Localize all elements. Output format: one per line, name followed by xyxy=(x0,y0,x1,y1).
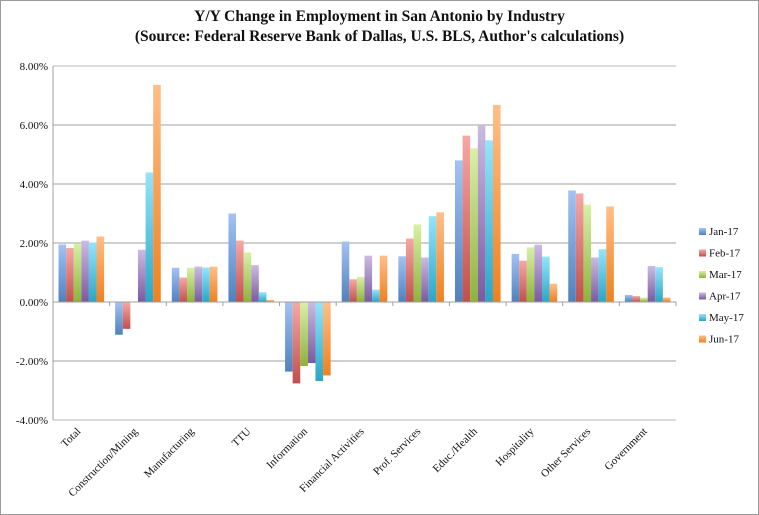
legend-swatch xyxy=(699,335,706,343)
x-tick-label: Information xyxy=(264,425,310,471)
bar-Jan-17-Other Services xyxy=(568,190,576,302)
bar-Mar-17-Hospitality xyxy=(526,247,535,302)
bar-May-17-Prof. Services xyxy=(428,216,437,302)
bar-Jan-17-Construction/Mining xyxy=(115,302,123,335)
bar-May-17-TTU xyxy=(258,292,267,302)
bar-Feb-17-Prof. Services xyxy=(405,238,414,302)
bar-Apr-17-Hospitality xyxy=(534,244,543,302)
legend-swatch xyxy=(699,271,706,278)
x-tick-label: Government xyxy=(602,426,649,473)
bar-Feb-17-Information xyxy=(292,302,301,384)
bar-Feb-17-Educ./Health xyxy=(462,135,471,302)
bar-May-17-Hospitality xyxy=(542,256,550,302)
bar-Jan-17-Total xyxy=(58,244,67,302)
bar-Apr-17-Manufacturing xyxy=(194,266,203,302)
bar-May-17-Government xyxy=(655,267,663,302)
bar-Mar-17-Total xyxy=(73,243,82,302)
legend-label: May-17 xyxy=(709,312,744,324)
y-tick-label: 0.00% xyxy=(20,297,48,309)
bar-Mar-17-Government xyxy=(640,297,648,302)
x-tick-label: Prof. Services xyxy=(371,426,423,478)
bar-Mar-17-TTU xyxy=(243,252,252,302)
bar-Jun-17-Construction/Mining xyxy=(153,84,161,302)
y-tick-label: -2.00% xyxy=(16,356,48,368)
bar-Jun-17-Educ./Health xyxy=(492,104,501,302)
bar-Feb-17-Government xyxy=(632,296,641,302)
bar-Mar-17-Other Services xyxy=(583,204,592,302)
bar-May-17-Educ./Health xyxy=(485,140,493,302)
bar-Feb-17-Total xyxy=(66,248,74,302)
bar-Mar-17-Prof. Services xyxy=(413,224,422,302)
y-tick-label: -4.00% xyxy=(16,415,48,427)
bar-Apr-17-Government xyxy=(647,266,656,302)
bar-Jun-17-Other Services xyxy=(606,206,614,302)
bar-May-17-Information xyxy=(315,302,324,382)
legend-label: Jan-17 xyxy=(709,226,739,238)
bar-Feb-17-Other Services xyxy=(575,193,584,302)
bar-Jun-17-Government xyxy=(662,297,671,302)
x-tick-label: Educ./Health xyxy=(431,425,481,475)
chart-subtitle: (Source: Federal Reserve Bank of Dallas,… xyxy=(134,28,625,45)
bar-Jan-17-TTU xyxy=(228,213,237,302)
bar-Apr-17-Information xyxy=(307,302,316,364)
legend-swatch xyxy=(699,292,706,300)
bar-Mar-17-Financial Activities xyxy=(356,276,365,302)
bar-Jun-17-Financial Activities xyxy=(379,255,388,302)
bar-Jan-17-Manufacturing xyxy=(171,267,180,302)
bar-Apr-17-Construction/Mining xyxy=(137,249,146,302)
bar-Mar-17-Manufacturing xyxy=(186,267,195,302)
y-tick-label: 6.00% xyxy=(20,120,48,132)
bar-Jun-17-Hospitality xyxy=(549,283,558,302)
x-tick-label: Other Services xyxy=(539,426,593,480)
x-tick-label: TTU xyxy=(230,426,254,450)
bar-Apr-17-TTU xyxy=(251,265,259,302)
bar-Apr-17-Other Services xyxy=(591,257,599,302)
y-tick-label: 2.00% xyxy=(20,238,48,250)
chart-title: Y/Y Change in Employment in San Antonio … xyxy=(194,8,565,25)
bar-Jan-17-Prof. Services xyxy=(398,256,406,302)
bar-Jun-17-TTU xyxy=(266,299,275,302)
legend-swatch xyxy=(699,249,706,257)
bar-Apr-17-Total xyxy=(81,240,89,302)
bar-Feb-17-TTU xyxy=(236,240,244,302)
bar-Jan-17-Educ./Health xyxy=(454,160,463,302)
bar-Mar-17-Information xyxy=(300,302,308,367)
legend-swatch xyxy=(699,228,706,235)
bar-Apr-17-Educ./Health xyxy=(477,125,486,302)
bar-Jan-17-Financial Activities xyxy=(341,241,350,302)
bar-Apr-17-Prof. Services xyxy=(421,257,429,302)
legend-label: Mar-17 xyxy=(709,269,742,281)
bar-Jan-17-Information xyxy=(285,302,293,372)
bar-Mar-17-Educ./Health xyxy=(470,148,478,302)
bar-Feb-17-Construction/Mining xyxy=(122,302,131,329)
x-tick-label: Manufacturing xyxy=(142,425,197,480)
legend-label: Jun-17 xyxy=(709,334,739,346)
bar-May-17-Other Services xyxy=(598,249,607,302)
x-tick-label: Total xyxy=(59,426,83,450)
bar-Jun-17-Manufacturing xyxy=(209,266,218,302)
bar-Feb-17-Manufacturing xyxy=(179,277,187,302)
bar-Jan-17-Government xyxy=(624,294,633,302)
bar-May-17-Total xyxy=(88,242,97,302)
bar-May-17-Financial Activities xyxy=(372,289,380,302)
y-tick-label: 4.00% xyxy=(20,179,48,191)
bar-Feb-17-Financial Activities xyxy=(349,279,357,302)
legend-label: Feb-17 xyxy=(709,248,741,260)
bar-Jun-17-Information xyxy=(323,302,331,376)
bar-Jun-17-Total xyxy=(96,236,105,302)
legend-label: Apr-17 xyxy=(709,291,741,303)
bar-Feb-17-Hospitality xyxy=(519,260,527,302)
legend-swatch xyxy=(699,314,706,321)
bar-Apr-17-Financial Activities xyxy=(364,255,373,302)
bar-May-17-Manufacturing xyxy=(202,267,210,302)
bar-Jun-17-Prof. Services xyxy=(436,212,444,302)
y-tick-label: 8.00% xyxy=(20,61,48,73)
bar-Jan-17-Hospitality xyxy=(511,253,520,302)
x-tick-label: Hospitality xyxy=(493,425,536,468)
bar-May-17-Construction/Mining xyxy=(145,172,154,302)
